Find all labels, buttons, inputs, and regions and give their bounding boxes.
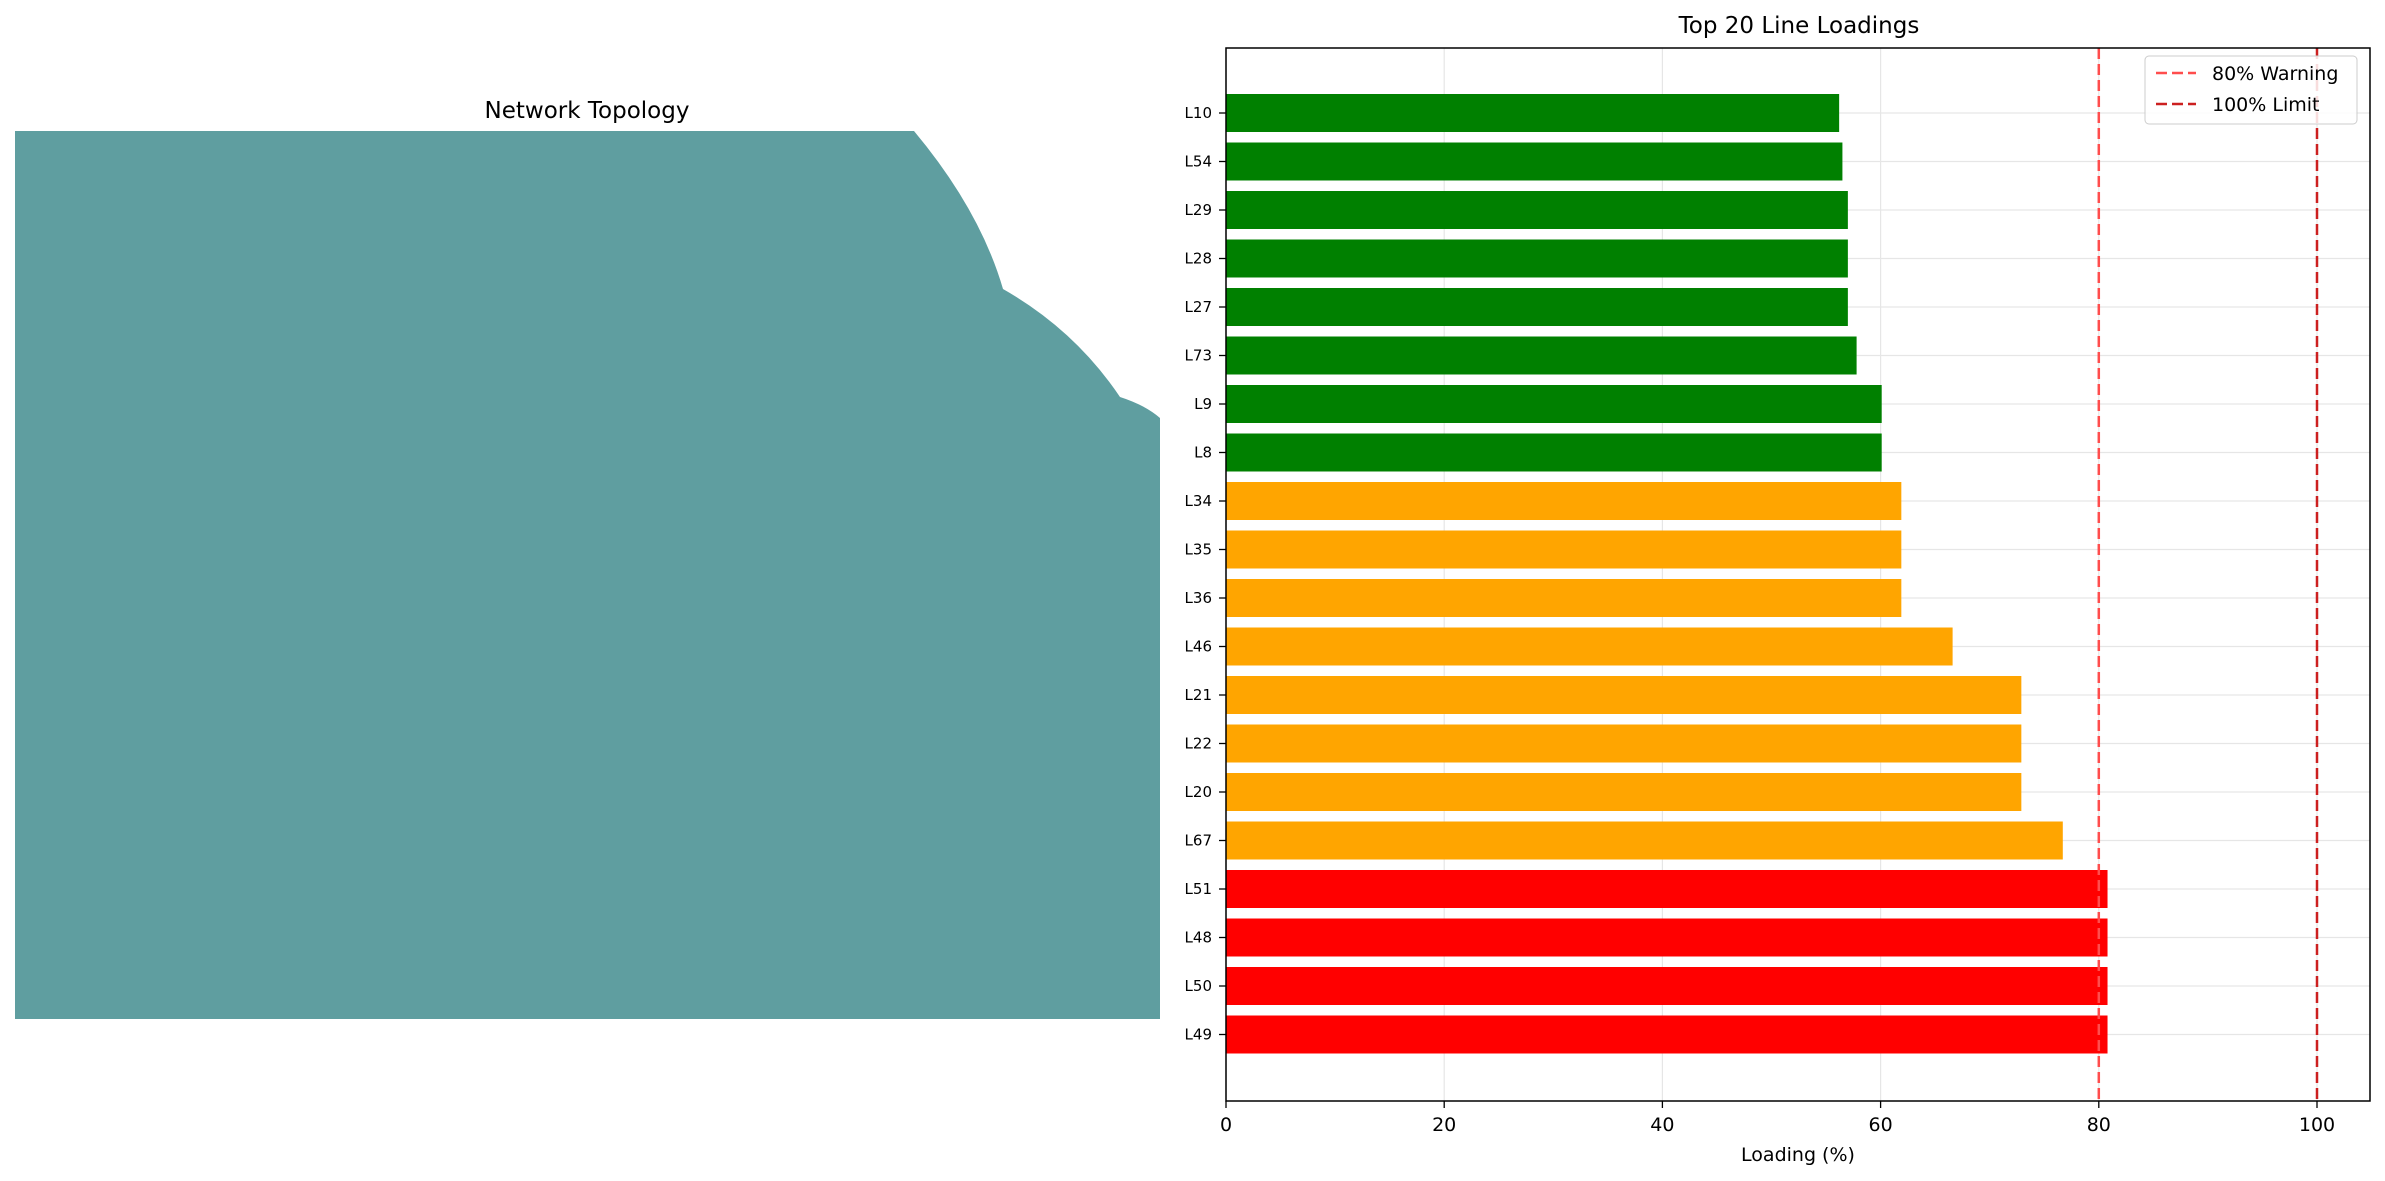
y-tick-label: L35 [1185, 541, 1212, 559]
y-tick-label: L73 [1185, 347, 1212, 365]
bar-L73 [1226, 336, 1857, 375]
y-axis-ticks: L10 L54 L29 L28 L27 L73 L9 L8 L34 L35 L36 L46 L21 L22… [1185, 104, 1226, 1044]
line-loadings-chart: Top 20 Line Loadings 0 20 40 60 80 100 L10 L54… [1185, 13, 2371, 1166]
y-tick-label: L22 [1185, 735, 1212, 753]
y-tick-label: L54 [1185, 153, 1212, 171]
bar-L48 [1226, 918, 2108, 957]
y-tick-label: L51 [1185, 880, 1212, 898]
y-tick-label: L21 [1185, 686, 1212, 704]
x-tick-label: 0 [1220, 1114, 1232, 1136]
bar-L49 [1226, 1015, 2108, 1054]
bars [1226, 94, 2108, 1054]
x-tick-label: 20 [1432, 1114, 1456, 1136]
x-tick-label: 60 [1869, 1114, 1893, 1136]
x-axis-label: Loading (%) [1741, 1144, 1855, 1166]
x-tick-label: 40 [1650, 1114, 1674, 1136]
bar-L46 [1226, 627, 1953, 666]
y-tick-label: L49 [1185, 1026, 1212, 1044]
bar-L51 [1226, 870, 2108, 908]
legend-label: 80% Warning [2212, 63, 2338, 85]
bar-L50 [1226, 967, 2108, 1005]
bar-L67 [1226, 821, 2063, 860]
y-tick-label: L48 [1185, 929, 1212, 947]
bar-L28 [1226, 239, 1848, 278]
bar-L9 [1226, 385, 1882, 423]
bar-L36 [1226, 579, 1902, 617]
x-tick-label: 80 [2087, 1114, 2111, 1136]
y-tick-label: L27 [1185, 298, 1212, 316]
x-axis-ticks: 0 20 40 60 80 100 [1220, 1101, 2335, 1136]
bar-L54 [1226, 142, 1843, 181]
bar-L35 [1226, 530, 1902, 569]
y-tick-label: L10 [1185, 104, 1212, 122]
y-tick-label: L9 [1194, 395, 1212, 413]
bar-L21 [1226, 676, 2022, 714]
legend-label: 100% Limit [2212, 94, 2319, 116]
y-tick-label: L29 [1185, 201, 1212, 219]
axes-frame [1225, 47, 2371, 1102]
topology-panel: Network Topology [15, 98, 1160, 1019]
bar-L34 [1226, 482, 1902, 520]
y-tick-label: L8 [1194, 444, 1212, 462]
reference-lines [2097, 48, 2319, 1101]
legend-box [2144, 55, 2358, 125]
bar-L27 [1226, 288, 1848, 326]
legend: 80% Warning 100% Limit [2144, 55, 2358, 125]
y-tick-label: L36 [1185, 589, 1212, 607]
bar-L8 [1226, 433, 1882, 472]
y-tick-label: L34 [1185, 492, 1212, 510]
x-tick-label: 100 [2299, 1114, 2335, 1136]
bar-L20 [1226, 773, 2022, 811]
bar-L22 [1226, 724, 2022, 763]
topology-title: Network Topology [485, 98, 690, 124]
bar-L10 [1226, 94, 1840, 132]
y-tick-label: L28 [1185, 250, 1212, 268]
y-tick-label: L46 [1185, 638, 1212, 656]
y-tick-label: L20 [1185, 783, 1212, 801]
bar-L29 [1226, 191, 1848, 229]
y-tick-label: L50 [1185, 977, 1212, 995]
y-tick-label: L67 [1185, 832, 1212, 850]
topology-shape [15, 131, 1160, 1019]
chart-title: Top 20 Line Loadings [1678, 13, 1920, 39]
